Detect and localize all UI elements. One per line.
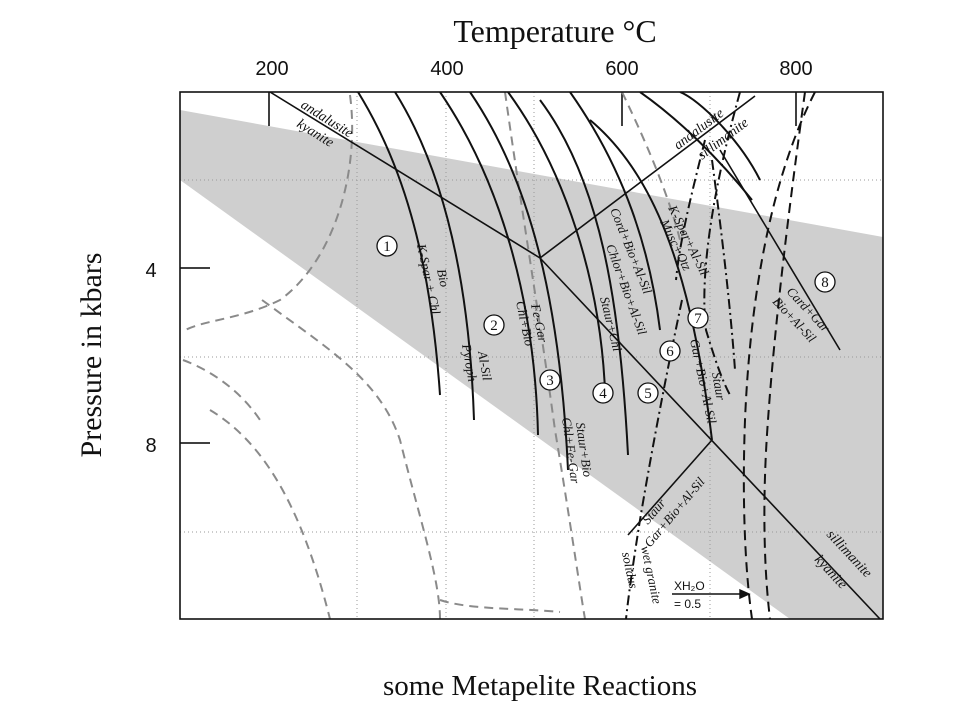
x-axis-title: Temperature °C [453,13,656,49]
solidus-label: solidus [619,551,641,590]
xh2o-arrow [672,588,751,600]
reaction-curves [357,92,761,471]
reaction-number-badge: 3 [539,369,561,391]
reaction-number-badge: 5 [637,382,659,404]
y-axis-title: Pressure in kbars [75,253,108,458]
svg-text:7: 7 [694,311,702,327]
reaction-number-badge: 6 [659,340,681,362]
reaction-label: Pyroph [459,342,481,383]
major-grid [180,92,797,444]
svg-text:8: 8 [821,275,829,291]
solidus-label: wet granite [638,545,665,606]
plot-frame [179,91,884,620]
y-tick-label: 4 [145,260,156,282]
y-tick-label: 8 [145,435,156,457]
reaction-number-badge: 7 [687,307,709,329]
svg-text:1: 1 [383,239,391,255]
x-tick-label: 200 [255,58,288,80]
reaction-label: Al-Sil [475,349,495,382]
gray-dashed-curves [181,92,681,619]
svg-text:3: 3 [546,373,554,389]
xh2o-value: = 0.5 [674,597,701,611]
shaded-metamorphic-field [180,110,883,619]
reaction-number-badge: 1 [376,235,398,257]
svg-text:6: 6 [666,344,674,360]
phase-boundaries [269,92,881,619]
reaction-label: Bio [434,268,453,289]
black-dashed-curves [742,92,816,619]
caption: some Metapelite Reactions [383,670,697,702]
svg-text:2: 2 [490,318,498,334]
svg-text:4: 4 [599,386,607,402]
xh2o-label: XH₂O [674,579,705,593]
reaction-number-badge: 2 [483,314,505,336]
x-tick-label: 400 [430,58,463,80]
svg-text:5: 5 [644,386,652,402]
reaction-number-badge: 4 [592,382,614,404]
x-tick-label: 800 [779,58,812,80]
reaction-label: Staur [709,371,729,402]
x-tick-label: 600 [605,58,638,80]
reaction-number-badge: 8 [814,271,836,293]
